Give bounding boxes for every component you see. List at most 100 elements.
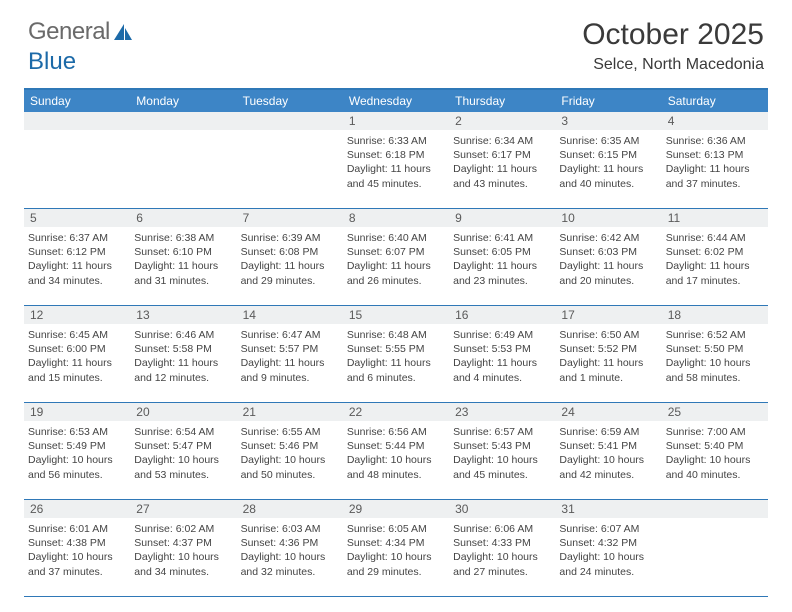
day-number: 13 bbox=[130, 306, 236, 324]
day-cell: Sunrise: 6:57 AMSunset: 5:43 PMDaylight:… bbox=[449, 421, 555, 499]
day-number: 5 bbox=[24, 209, 130, 227]
sunset-text: Sunset: 5:58 PM bbox=[134, 342, 232, 356]
day-details: Sunrise: 6:02 AMSunset: 4:37 PMDaylight:… bbox=[134, 522, 232, 579]
daylight-text: Daylight: 11 hours and 17 minutes. bbox=[666, 259, 764, 287]
sunset-text: Sunset: 4:34 PM bbox=[347, 536, 445, 550]
daylight-text: Daylight: 10 hours and 34 minutes. bbox=[134, 550, 232, 578]
sunrise-text: Sunrise: 6:33 AM bbox=[347, 134, 445, 148]
month-title: October 2025 bbox=[582, 18, 764, 52]
daylight-text: Daylight: 11 hours and 37 minutes. bbox=[666, 162, 764, 190]
daylight-text: Daylight: 10 hours and 50 minutes. bbox=[241, 453, 339, 481]
sunrise-text: Sunrise: 6:41 AM bbox=[453, 231, 551, 245]
sunset-text: Sunset: 6:05 PM bbox=[453, 245, 551, 259]
day-cell: Sunrise: 6:37 AMSunset: 6:12 PMDaylight:… bbox=[24, 227, 130, 305]
day-cell: Sunrise: 6:07 AMSunset: 4:32 PMDaylight:… bbox=[555, 518, 661, 596]
day-cell: Sunrise: 6:46 AMSunset: 5:58 PMDaylight:… bbox=[130, 324, 236, 402]
sunset-text: Sunset: 5:44 PM bbox=[347, 439, 445, 453]
sunrise-text: Sunrise: 6:38 AM bbox=[134, 231, 232, 245]
day-cell: Sunrise: 6:47 AMSunset: 5:57 PMDaylight:… bbox=[237, 324, 343, 402]
daylight-text: Daylight: 10 hours and 48 minutes. bbox=[347, 453, 445, 481]
week-row: Sunrise: 6:01 AMSunset: 4:38 PMDaylight:… bbox=[24, 518, 768, 597]
day-details: Sunrise: 6:54 AMSunset: 5:47 PMDaylight:… bbox=[134, 425, 232, 482]
day-number bbox=[237, 112, 343, 130]
daynum-row: 567891011 bbox=[24, 209, 768, 227]
day-number: 11 bbox=[662, 209, 768, 227]
day-cell: Sunrise: 6:42 AMSunset: 6:03 PMDaylight:… bbox=[555, 227, 661, 305]
day-cell: Sunrise: 6:56 AMSunset: 5:44 PMDaylight:… bbox=[343, 421, 449, 499]
daylight-text: Daylight: 11 hours and 9 minutes. bbox=[241, 356, 339, 384]
sunset-text: Sunset: 5:53 PM bbox=[453, 342, 551, 356]
daylight-text: Daylight: 10 hours and 24 minutes. bbox=[559, 550, 657, 578]
daylight-text: Daylight: 10 hours and 45 minutes. bbox=[453, 453, 551, 481]
sunset-text: Sunset: 5:57 PM bbox=[241, 342, 339, 356]
daylight-text: Daylight: 11 hours and 34 minutes. bbox=[28, 259, 126, 287]
day-number: 9 bbox=[449, 209, 555, 227]
week-row: Sunrise: 6:53 AMSunset: 5:49 PMDaylight:… bbox=[24, 421, 768, 500]
day-number: 7 bbox=[237, 209, 343, 227]
daylight-text: Daylight: 11 hours and 12 minutes. bbox=[134, 356, 232, 384]
sunset-text: Sunset: 5:41 PM bbox=[559, 439, 657, 453]
sunrise-text: Sunrise: 6:36 AM bbox=[666, 134, 764, 148]
day-number: 16 bbox=[449, 306, 555, 324]
sunset-text: Sunset: 6:12 PM bbox=[28, 245, 126, 259]
weeks-container: 1234Sunrise: 6:33 AMSunset: 6:18 PMDayli… bbox=[24, 112, 768, 597]
day-number: 12 bbox=[24, 306, 130, 324]
day-number bbox=[130, 112, 236, 130]
sunset-text: Sunset: 6:08 PM bbox=[241, 245, 339, 259]
daylight-text: Daylight: 11 hours and 40 minutes. bbox=[559, 162, 657, 190]
daylight-text: Daylight: 11 hours and 4 minutes. bbox=[453, 356, 551, 384]
day-details: Sunrise: 6:57 AMSunset: 5:43 PMDaylight:… bbox=[453, 425, 551, 482]
sunset-text: Sunset: 4:37 PM bbox=[134, 536, 232, 550]
day-details: Sunrise: 6:45 AMSunset: 6:00 PMDaylight:… bbox=[28, 328, 126, 385]
sunrise-text: Sunrise: 6:39 AM bbox=[241, 231, 339, 245]
logo-text-general: General bbox=[28, 18, 110, 46]
day-cell: Sunrise: 6:06 AMSunset: 4:33 PMDaylight:… bbox=[449, 518, 555, 596]
day-header: Friday bbox=[555, 90, 661, 112]
daylight-text: Daylight: 10 hours and 56 minutes. bbox=[28, 453, 126, 481]
day-cell: Sunrise: 6:33 AMSunset: 6:18 PMDaylight:… bbox=[343, 130, 449, 208]
daynum-row: 12131415161718 bbox=[24, 306, 768, 324]
day-number: 24 bbox=[555, 403, 661, 421]
day-number: 14 bbox=[237, 306, 343, 324]
day-details: Sunrise: 6:01 AMSunset: 4:38 PMDaylight:… bbox=[28, 522, 126, 579]
day-number: 20 bbox=[130, 403, 236, 421]
day-number bbox=[662, 500, 768, 518]
day-details: Sunrise: 6:46 AMSunset: 5:58 PMDaylight:… bbox=[134, 328, 232, 385]
daylight-text: Daylight: 10 hours and 42 minutes. bbox=[559, 453, 657, 481]
sunset-text: Sunset: 6:13 PM bbox=[666, 148, 764, 162]
day-details: Sunrise: 6:07 AMSunset: 4:32 PMDaylight:… bbox=[559, 522, 657, 579]
daylight-text: Daylight: 11 hours and 45 minutes. bbox=[347, 162, 445, 190]
day-number: 1 bbox=[343, 112, 449, 130]
day-details: Sunrise: 6:53 AMSunset: 5:49 PMDaylight:… bbox=[28, 425, 126, 482]
day-cell: Sunrise: 6:52 AMSunset: 5:50 PMDaylight:… bbox=[662, 324, 768, 402]
day-details: Sunrise: 6:59 AMSunset: 5:41 PMDaylight:… bbox=[559, 425, 657, 482]
daylight-text: Daylight: 10 hours and 40 minutes. bbox=[666, 453, 764, 481]
day-cell bbox=[24, 130, 130, 208]
sunrise-text: Sunrise: 6:42 AM bbox=[559, 231, 657, 245]
sunset-text: Sunset: 4:36 PM bbox=[241, 536, 339, 550]
day-number: 23 bbox=[449, 403, 555, 421]
day-number: 27 bbox=[130, 500, 236, 518]
day-number: 31 bbox=[555, 500, 661, 518]
day-header: Sunday bbox=[24, 90, 130, 112]
day-number: 15 bbox=[343, 306, 449, 324]
sunset-text: Sunset: 6:18 PM bbox=[347, 148, 445, 162]
day-details: Sunrise: 6:36 AMSunset: 6:13 PMDaylight:… bbox=[666, 134, 764, 191]
sunset-text: Sunset: 4:32 PM bbox=[559, 536, 657, 550]
day-cell: Sunrise: 6:59 AMSunset: 5:41 PMDaylight:… bbox=[555, 421, 661, 499]
day-details: Sunrise: 6:47 AMSunset: 5:57 PMDaylight:… bbox=[241, 328, 339, 385]
sunset-text: Sunset: 6:03 PM bbox=[559, 245, 657, 259]
day-number: 17 bbox=[555, 306, 661, 324]
sunset-text: Sunset: 6:17 PM bbox=[453, 148, 551, 162]
sunrise-text: Sunrise: 6:59 AM bbox=[559, 425, 657, 439]
day-number: 28 bbox=[237, 500, 343, 518]
page-header: General October 2025 Selce, North Macedo… bbox=[0, 0, 792, 82]
day-cell: Sunrise: 6:54 AMSunset: 5:47 PMDaylight:… bbox=[130, 421, 236, 499]
daylight-text: Daylight: 11 hours and 15 minutes. bbox=[28, 356, 126, 384]
daynum-row: 1234 bbox=[24, 112, 768, 130]
sunrise-text: Sunrise: 6:06 AM bbox=[453, 522, 551, 536]
logo: General bbox=[28, 18, 136, 46]
day-details: Sunrise: 6:38 AMSunset: 6:10 PMDaylight:… bbox=[134, 231, 232, 288]
day-details: Sunrise: 6:41 AMSunset: 6:05 PMDaylight:… bbox=[453, 231, 551, 288]
daylight-text: Daylight: 10 hours and 27 minutes. bbox=[453, 550, 551, 578]
